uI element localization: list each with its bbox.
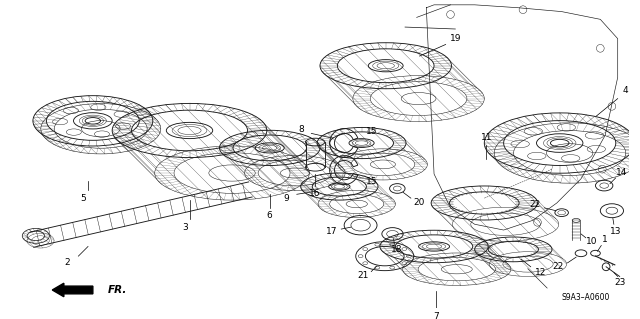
Text: 19: 19 bbox=[449, 34, 461, 43]
Text: 11: 11 bbox=[481, 133, 492, 142]
Text: 14: 14 bbox=[616, 167, 627, 176]
Text: 8: 8 bbox=[299, 125, 305, 134]
Text: 15: 15 bbox=[365, 177, 377, 186]
Text: 22: 22 bbox=[529, 200, 540, 209]
Text: 12: 12 bbox=[534, 268, 546, 277]
Text: 3: 3 bbox=[182, 223, 188, 232]
Text: 15: 15 bbox=[365, 127, 377, 136]
Text: S9A3–A0600: S9A3–A0600 bbox=[561, 293, 610, 301]
Text: 21: 21 bbox=[358, 271, 369, 280]
Text: 10: 10 bbox=[586, 237, 597, 246]
Text: 17: 17 bbox=[326, 226, 337, 235]
Text: 6: 6 bbox=[267, 211, 273, 220]
Text: 22: 22 bbox=[552, 262, 563, 271]
Text: 2: 2 bbox=[64, 258, 70, 267]
Text: 16: 16 bbox=[309, 189, 321, 198]
Text: 4: 4 bbox=[623, 86, 628, 95]
Text: 1: 1 bbox=[602, 235, 608, 244]
Text: 20: 20 bbox=[413, 197, 424, 206]
Text: 5: 5 bbox=[80, 194, 86, 203]
Text: 23: 23 bbox=[614, 278, 625, 287]
Text: 18: 18 bbox=[390, 245, 402, 254]
Text: 7: 7 bbox=[433, 312, 439, 319]
FancyArrow shape bbox=[52, 283, 93, 297]
Text: 9: 9 bbox=[284, 194, 289, 203]
Text: FR.: FR. bbox=[108, 285, 127, 295]
Text: 13: 13 bbox=[610, 227, 621, 236]
